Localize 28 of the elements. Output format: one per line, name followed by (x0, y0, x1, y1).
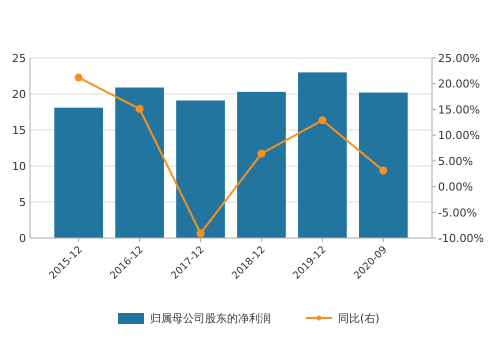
point (136, 104, 144, 113)
y2-tick-label: -5.00% (438, 206, 477, 220)
bar (298, 72, 347, 238)
point (318, 116, 326, 124)
y-tick-label: 10 (12, 160, 26, 173)
point (379, 166, 388, 175)
bar (54, 108, 104, 238)
y-tick-label: 20 (12, 88, 26, 101)
legend-label: 归属母公司股东的净利润 (150, 312, 271, 325)
y2-tick-label: 5.00% (438, 154, 473, 168)
bar (115, 88, 164, 238)
y-tick-label: 0 (19, 232, 26, 245)
bar (176, 100, 225, 238)
y2-tick-label: -10.00% (438, 232, 484, 245)
y2-tick-label: 0.00% (438, 180, 473, 194)
point (257, 150, 266, 158)
y2-tick-label: 10.00% (438, 129, 480, 142)
bar (237, 92, 286, 238)
y2-tick-label: 25.00% (438, 52, 480, 65)
bar (358, 92, 408, 238)
y-tick-label: 5 (19, 196, 26, 209)
y2-tick-label: 20.00% (438, 78, 480, 91)
point (196, 229, 205, 238)
y-tick-label: 25 (12, 52, 26, 65)
point (74, 74, 83, 82)
y-tick-label: 15 (12, 124, 26, 137)
y2-tick-label: 15.00% (438, 103, 480, 116)
legend-label: 同比(右) (338, 312, 380, 325)
